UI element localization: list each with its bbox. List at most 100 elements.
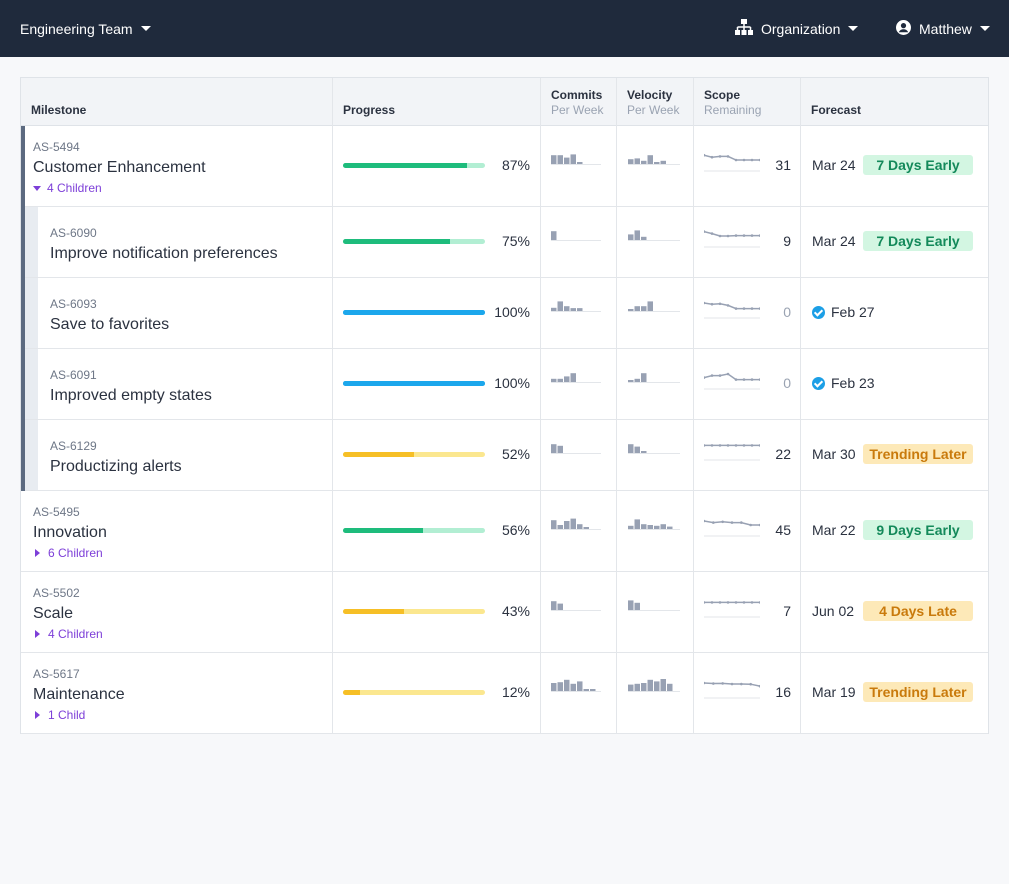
milestone-row[interactable]: AS-5502 Scale 4 Children 43% 7 Jun 02 4 Day…: [21, 572, 988, 653]
forecast-status-badge: Trending Later: [863, 444, 973, 464]
spark-bar: [641, 451, 647, 453]
caret-right-icon: [35, 630, 40, 638]
milestone-row[interactable]: AS-5494 Customer Enhancement 4 Children …: [21, 126, 988, 207]
spark-bar: [641, 306, 647, 311]
commits-sparkline: [551, 512, 601, 535]
check-circle-icon: [812, 376, 825, 390]
scope-trend-point: [734, 234, 738, 237]
children-count: 6 Children: [48, 546, 103, 560]
forecast-date: Mar 22: [812, 522, 856, 538]
column-divider: [332, 78, 333, 733]
col-milestone[interactable]: Milestone: [31, 103, 87, 117]
scope-trend-line: [703, 302, 760, 310]
scope-trend-point: [742, 307, 746, 310]
forecast-date: Feb 23: [812, 375, 875, 391]
spark-bar: [654, 681, 660, 691]
milestone-cell: AS-5617 Maintenance 1 Child: [21, 653, 333, 733]
scope-remaining: 16: [775, 684, 791, 700]
col-velocity[interactable]: Velocity Per Week: [627, 88, 680, 117]
scope-trend-point: [742, 158, 746, 162]
children-toggle[interactable]: 6 Children: [33, 546, 103, 560]
scope-trend-point: [710, 444, 714, 447]
child-milestone-row[interactable]: AS-6129 Productizing alerts 52% 22 Mar 30 T…: [21, 420, 988, 491]
scope-trend-point: [750, 444, 754, 447]
milestone-code: AS-6129: [50, 439, 97, 453]
spark-bar: [634, 602, 640, 610]
children-toggle[interactable]: 4 Children: [33, 627, 103, 641]
progress-bar-fill: [343, 690, 360, 695]
scope-trend-point: [750, 307, 754, 310]
child-milestone-row[interactable]: AS-6090 Improve notification preferences…: [21, 207, 988, 278]
spark-bar: [570, 518, 576, 529]
spark-bar: [551, 155, 557, 164]
expanded-group-indicator: [21, 126, 25, 207]
spark-bar: [628, 234, 634, 240]
forecast-date: Mar 30: [812, 446, 856, 462]
scope-trend-point: [730, 521, 734, 524]
scope-remaining: 31: [775, 157, 791, 173]
scope-trend-point: [702, 681, 706, 685]
milestone-name[interactable]: Improved empty states: [50, 387, 212, 404]
milestone-cell: AS-5495 Innovation 6 Children: [21, 491, 333, 571]
milestone-name[interactable]: Innovation: [33, 524, 107, 541]
milestone-row[interactable]: AS-5495 Innovation 6 Children 56% 45 Mar 2…: [21, 491, 988, 572]
scope-remaining: 0: [783, 304, 791, 320]
spark-bar: [583, 689, 589, 691]
scope-trend-point: [726, 444, 730, 447]
progress-bar-fill: [343, 310, 485, 315]
children-toggle[interactable]: 1 Child: [33, 708, 85, 722]
column-divider: [616, 78, 617, 733]
spark-bar: [641, 524, 647, 529]
scope-trend-point: [740, 682, 743, 686]
col-scope[interactable]: Scope Remaining: [704, 88, 762, 117]
velocity-sparkline: [628, 674, 680, 697]
forecast-date: Mar 24: [812, 233, 856, 249]
scope-trend-point: [734, 158, 738, 162]
scope-remaining: 0: [783, 375, 791, 391]
milestone-name[interactable]: Maintenance: [33, 686, 125, 703]
milestone-name[interactable]: Customer Enhancement: [33, 159, 206, 176]
col-forecast[interactable]: Forecast: [811, 103, 862, 117]
spark-bar: [577, 524, 583, 529]
child-indent: [25, 278, 38, 348]
scope-trend-point: [749, 523, 752, 527]
spark-bar: [634, 378, 640, 382]
user-menu[interactable]: Matthew: [896, 0, 990, 57]
child-milestone-row[interactable]: AS-6093 Save to favorites 100% 0 Feb 27: [21, 278, 988, 349]
progress-percent: 56%: [501, 522, 530, 538]
col-progress[interactable]: Progress: [343, 103, 396, 117]
spark-bar: [660, 160, 666, 164]
children-count: 4 Children: [47, 181, 102, 195]
milestone-code: AS-5617: [33, 667, 80, 681]
spark-bar: [634, 158, 640, 164]
milestone-code: AS-6091: [50, 368, 97, 382]
child-milestone-row[interactable]: AS-6091 Improved empty states 100% 0 Feb 2…: [21, 349, 988, 420]
milestone-code: AS-5495: [33, 505, 80, 519]
forecast-date-text: Mar 22: [812, 522, 856, 538]
scope-trend-point: [702, 601, 706, 604]
team-switcher[interactable]: Engineering Team: [20, 0, 151, 57]
milestone-name[interactable]: Productizing alerts: [50, 458, 182, 475]
scope-trend-point: [710, 374, 714, 377]
progress-bar: [343, 163, 485, 168]
spark-bar: [628, 684, 634, 691]
organization-menu[interactable]: Organization: [735, 0, 859, 57]
caret-down-icon: [33, 185, 41, 191]
milestone-row[interactable]: AS-5617 Maintenance 1 Child 12% 16 Mar 19 T…: [21, 653, 988, 734]
commits-sparkline: [551, 147, 601, 170]
milestone-name[interactable]: Scale: [33, 605, 74, 622]
scope-trend-point: [721, 520, 724, 524]
commits-sparkline: [551, 674, 601, 697]
milestone-cell: AS-6091 Improved empty states: [21, 349, 333, 419]
milestone-cell: AS-6090 Improve notification preferences: [21, 207, 333, 277]
milestone-name[interactable]: Improve notification preferences: [50, 245, 278, 262]
forecast-date: Mar 24: [812, 157, 856, 173]
progress-percent: 87%: [501, 157, 530, 173]
scope-trend-point: [726, 372, 730, 376]
milestone-name[interactable]: Save to favorites: [50, 316, 170, 333]
col-commits[interactable]: Commits Per Week: [551, 88, 604, 117]
child-indent: [25, 420, 38, 490]
children-toggle[interactable]: 4 Children: [33, 181, 102, 195]
spark-bar: [564, 521, 570, 529]
scope-trend-point: [718, 155, 722, 158]
